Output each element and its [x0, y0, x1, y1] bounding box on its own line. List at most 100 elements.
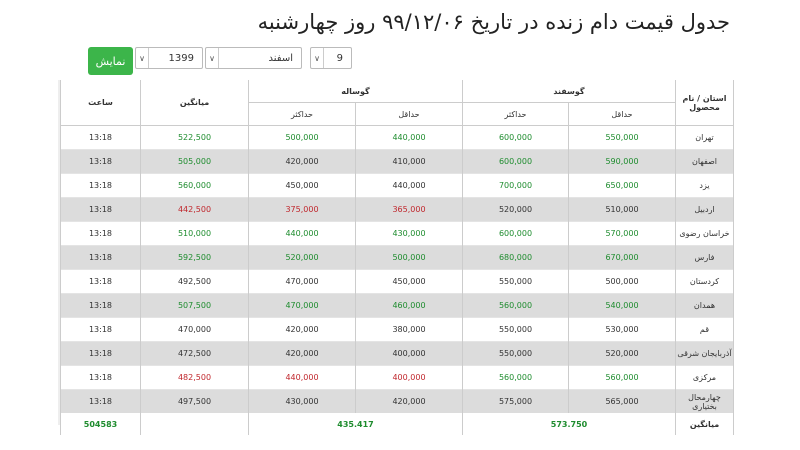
show-button[interactable]: نمایش	[88, 47, 133, 75]
price-cell: 420,000	[248, 341, 356, 366]
price-cell: 380,000	[355, 317, 463, 342]
sheep-header: گوسفند	[462, 80, 676, 103]
time-cell: 13:18	[60, 317, 141, 342]
footer-empty	[140, 413, 249, 435]
edge-strip	[58, 80, 60, 425]
price-cell: 592,500	[140, 245, 249, 270]
price-cell: 500,000	[248, 125, 356, 150]
price-cell: 450,000	[355, 269, 463, 294]
price-cell: 410,000	[355, 149, 463, 174]
table-row: اردبیل 510,000 520,000 365,000 375,000 442,50…	[60, 197, 734, 222]
province-cell: چهارمحال بختیاری	[675, 389, 734, 413]
province-cell: همدان	[675, 293, 734, 318]
time-cell: 13:18	[60, 125, 141, 150]
table-row: یزد 650,000 700,000 440,000 450,000 560,000 13…	[60, 173, 734, 198]
time-cell: 13:18	[60, 149, 141, 174]
subheader: حداکثر	[248, 102, 356, 126]
time-cell: 13:18	[60, 245, 141, 270]
month-select[interactable]: ∨ اسفند	[205, 47, 302, 69]
calf-header: گوساله	[248, 80, 463, 103]
year-select[interactable]: ∨ 1399	[135, 47, 203, 69]
subheader: حداکثر	[462, 102, 569, 126]
price-cell: 510,000	[568, 197, 676, 222]
header-row: استان / نام محصول گوسفند گوساله میانگین …	[60, 80, 734, 126]
price-cell: 560,000	[462, 293, 569, 318]
price-cell: 430,000	[248, 389, 356, 413]
select-value: اسفند	[268, 52, 293, 64]
time-cell: 13:18	[60, 293, 141, 318]
price-cell: 400,000	[355, 341, 463, 366]
price-cell: 600,000	[462, 149, 569, 174]
dropdown-arrow: ∨	[206, 48, 219, 68]
price-cell: 670,000	[568, 245, 676, 270]
price-cell: 420,000	[248, 149, 356, 174]
price-cell: 430,000	[355, 221, 463, 246]
price-cell: 400,000	[355, 365, 463, 390]
price-cell: 575,000	[462, 389, 569, 413]
time-header: ساعت	[60, 80, 141, 126]
price-cell: 520,000	[248, 245, 356, 270]
table-row: فارس 670,000 680,000 500,000 520,000 592,500 1…	[60, 245, 734, 270]
price-cell: 530,000	[568, 317, 676, 342]
price-cell: 470,000	[140, 317, 249, 342]
province-cell: فارس	[675, 245, 734, 270]
table-row: همدان 540,000 560,000 460,000 470,000 507,500…	[60, 293, 734, 318]
subheader-row: حداقل حداکثر حداقل حداکثر	[61, 102, 734, 126]
footer-label: میانگین	[675, 413, 734, 435]
province-cell: آذربایجان شرقی	[675, 341, 734, 366]
time-cell: 13:18	[60, 197, 141, 222]
price-cell: 470,000	[248, 269, 356, 294]
price-cell: 565,000	[568, 389, 676, 413]
price-cell: 420,000	[355, 389, 463, 413]
province-cell: کردستان	[675, 269, 734, 294]
price-cell: 442,500	[140, 197, 249, 222]
dropdown-arrow: ∨	[311, 48, 324, 68]
time-cell: 13:18	[60, 341, 141, 366]
table-body: تهران 550,000 600,000 440,000 500,000 522,500…	[60, 125, 734, 413]
table-footer: میانگین 573.750 435.417 504583	[60, 413, 734, 435]
price-cell: 570,000	[568, 221, 676, 246]
time-cell: 13:18	[60, 389, 141, 413]
price-cell: 420,000	[248, 317, 356, 342]
price-cell: 560,000	[568, 365, 676, 390]
price-cell: 520,000	[462, 197, 569, 222]
price-cell: 440,000	[355, 173, 463, 198]
table-row: خراسان رضوی 570,000 600,000 430,000 440,000 5…	[60, 221, 734, 246]
price-cell: 507,500	[140, 293, 249, 318]
select-value: 9	[336, 52, 343, 64]
page-title: جدول قیمت دام زنده در تاریخ ۹۹/۱۲/۰۶ روز…	[257, 10, 730, 34]
day-select[interactable]: ∨ 9	[310, 47, 352, 69]
price-cell: 365,000	[355, 197, 463, 222]
price-table: استان / نام محصول گوسفند گوساله میانگین …	[60, 80, 734, 435]
price-cell: 375,000	[248, 197, 356, 222]
price-cell: 497,500	[140, 389, 249, 413]
table-row: قم 530,000 550,000 380,000 420,000 470,000 13:…	[60, 317, 734, 342]
average-header: میانگین	[140, 80, 249, 126]
price-cell: 440,000	[248, 365, 356, 390]
price-cell: 440,000	[355, 125, 463, 150]
price-cell: 700,000	[462, 173, 569, 198]
price-cell: 450,000	[248, 173, 356, 198]
price-cell: 540,000	[568, 293, 676, 318]
province-cell: اردبیل	[675, 197, 734, 222]
price-cell: 680,000	[462, 245, 569, 270]
table-row: اصفهان 590,000 600,000 410,000 420,000 505,00…	[60, 149, 734, 174]
subheader: حداقل	[568, 102, 676, 126]
table-header: استان / نام محصول گوسفند گوساله میانگین …	[60, 80, 734, 126]
table-row: کردستان 500,000 550,000 450,000 470,000 492,5…	[60, 269, 734, 294]
price-cell: 550,000	[462, 317, 569, 342]
time-cell: 13:18	[60, 173, 141, 198]
select-value: 1399	[168, 52, 194, 64]
price-cell: 560,000	[140, 173, 249, 198]
province-cell: خراسان رضوی	[675, 221, 734, 246]
price-cell: 522,500	[140, 125, 249, 150]
price-cell: 550,000	[462, 341, 569, 366]
table-row: آذربایجان شرقی 520,000 550,000 400,000 420,0…	[60, 341, 734, 366]
table-row: چهارمحال بختیاری 565,000 575,000 420,000 430…	[60, 389, 734, 413]
price-cell: 440,000	[248, 221, 356, 246]
time-cell: 13:18	[60, 221, 141, 246]
price-cell: 500,000	[568, 269, 676, 294]
price-cell: 520,000	[568, 341, 676, 366]
calf-average: 435.417	[248, 413, 463, 435]
province-cell: قم	[675, 317, 734, 342]
